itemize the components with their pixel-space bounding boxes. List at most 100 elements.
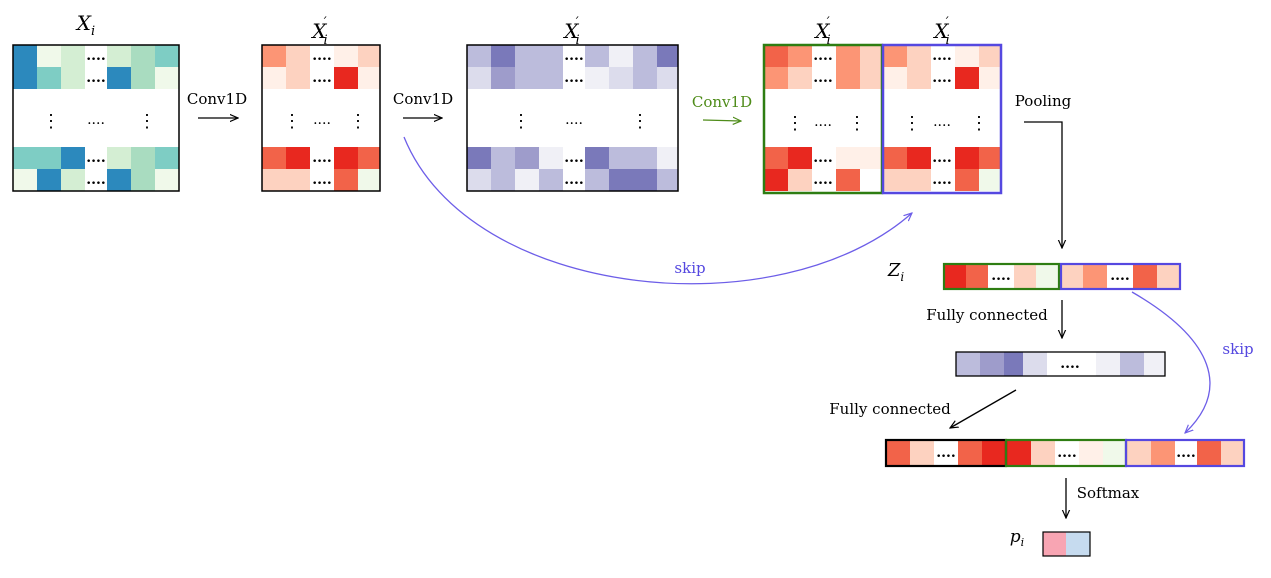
fully-connected-label-2: Fully connected	[829, 400, 951, 418]
matrix-vdots: ⋮	[786, 113, 804, 134]
skip-label-1: skip	[674, 259, 705, 277]
conv1d-label-2: Conv1D	[393, 90, 453, 108]
input-matrix-row-1	[13, 45, 179, 67]
z-vector-blue-frame	[1059, 262, 1182, 291]
conv-matrix-2-row-4	[467, 169, 678, 191]
concat-matrix-green-row-3	[764, 147, 882, 169]
vector-dots: ....	[1110, 268, 1130, 284]
matrix-dots: ....	[932, 70, 952, 86]
conv-matrix-2: .... .... .... .... .... ⋮ ⋮	[466, 44, 679, 192]
matrix-dots: ....	[313, 112, 331, 128]
concat-matrix-green-row-2	[764, 67, 882, 89]
final-vector: .... .... ....	[884, 438, 1246, 468]
concat-matrix-blue: .... .... .... .... .... ⋮ ⋮	[881, 43, 1003, 195]
matrix-dots: ....	[564, 172, 584, 188]
input-label: Xi	[75, 11, 95, 39]
matrix-dots: ....	[87, 112, 105, 128]
vector-dots: ....	[936, 445, 956, 461]
matrix-dots: ....	[564, 48, 584, 64]
pooling-arrow	[1024, 121, 1062, 248]
fully-connected-label-1: Fully connected	[926, 306, 1048, 324]
z-vector: .... ....	[942, 262, 1182, 291]
input-matrix-row-2	[13, 67, 179, 89]
concat-matrix-green-row-4	[764, 169, 882, 191]
matrix-dots: ....	[312, 48, 332, 64]
concat-matrix-blue-frame	[881, 43, 1003, 195]
conv1d-label-1: Conv1D	[187, 90, 247, 108]
vector-dots: ....	[1060, 356, 1080, 372]
conv-matrix-2-row-3	[467, 147, 678, 169]
matrix-dots: ....	[86, 48, 106, 64]
conv-matrix-2-row-1	[467, 45, 678, 67]
skip-connection-curve-2	[1131, 291, 1211, 433]
conv-matrix-2-label: Xi′	[562, 15, 579, 48]
matrix-dots: ....	[564, 150, 584, 166]
conv1d-arrow-3	[702, 120, 741, 121]
matrix-dots: ....	[86, 150, 106, 166]
matrix-dots: ....	[312, 70, 332, 86]
hidden-vector: ....	[955, 351, 1166, 377]
conv-matrix-1-label: Xi′	[310, 15, 327, 48]
conv-matrix-1-row-3	[262, 147, 380, 169]
matrix-dots: ....	[813, 172, 833, 188]
matrix-dots: ....	[932, 172, 952, 188]
conv-matrix-2-row-2	[467, 67, 678, 89]
matrix-dots: ....	[312, 172, 332, 188]
concat-matrix-green-row-1	[764, 45, 882, 67]
input-matrix-x: .... .... .... .... .... ⋮ ⋮	[12, 44, 180, 192]
concat-matrix-blue-row-3	[883, 147, 1001, 169]
matrix-dots: ....	[86, 172, 106, 188]
matrix-vdots: ⋮	[848, 113, 866, 134]
matrix-dots: ....	[813, 48, 833, 64]
matrix-dots: ....	[933, 114, 951, 130]
conv-matrix-1-row-2	[262, 67, 380, 89]
matrix-dots: ....	[813, 70, 833, 86]
skip-label-2: skip	[1222, 340, 1253, 358]
input-matrix-frame	[12, 44, 180, 192]
conv-matrix-1-frame	[261, 44, 381, 192]
matrix-dots: ....	[312, 150, 332, 166]
input-matrix-row-3	[13, 147, 179, 169]
matrix-vdots: ⋮	[283, 111, 301, 132]
hidden-vector-frame	[955, 351, 1166, 377]
probability-vector	[1042, 531, 1091, 557]
matrix-dots: ....	[564, 70, 584, 86]
p-label: pi	[1010, 527, 1024, 549]
matrix-vdots: ⋮	[42, 111, 60, 132]
vector-dots: ....	[1057, 445, 1077, 461]
vector-dots: ....	[991, 268, 1011, 284]
matrix-vdots: ⋮	[631, 111, 649, 132]
matrix-dots: ....	[813, 150, 833, 166]
final-vector-blue-frame	[1124, 438, 1246, 468]
conv1d-label-3: Conv1D	[692, 93, 752, 111]
conv-matrix-1-row-1	[262, 45, 380, 67]
vector-dots: ....	[1176, 445, 1196, 461]
conv-matrix-1-row-4	[262, 169, 380, 191]
conv-matrix-2-frame	[466, 44, 679, 192]
fully-connected-arrow-2	[950, 389, 1017, 428]
softmax-label: Softmax	[1077, 484, 1140, 502]
pooling-label: Pooling	[1015, 92, 1072, 110]
matrix-vdots: ⋮	[903, 113, 921, 134]
concat-matrix-blue-label: Xi′	[932, 15, 949, 48]
matrix-dots: ....	[932, 150, 952, 166]
concat-matrix-blue-row-1	[883, 45, 1001, 67]
matrix-vdots: ⋮	[138, 111, 156, 132]
matrix-dots: ....	[86, 70, 106, 86]
matrix-vdots: ⋮	[349, 111, 367, 132]
skip-connection-curve-1	[403, 136, 912, 285]
concat-matrix-blue-row-2	[883, 67, 1001, 89]
probability-vector-frame	[1042, 531, 1091, 557]
concat-matrix-green-label: Xi′	[813, 15, 830, 48]
concat-matrix-blue-row-4	[883, 169, 1001, 191]
matrix-dots: ....	[814, 114, 832, 130]
input-matrix-row-4	[13, 169, 179, 191]
matrix-vdots: ⋮	[512, 111, 530, 132]
z-label: Zi	[887, 260, 905, 284]
matrix-dots: ....	[932, 48, 952, 64]
matrix-vdots: ⋮	[970, 113, 988, 134]
concat-matrix-green: .... .... .... .... .... ⋮ ⋮	[762, 43, 884, 195]
conv-matrix-1: .... .... .... .... .... ⋮ ⋮	[261, 44, 381, 192]
z-vector-green-frame	[942, 262, 1061, 291]
